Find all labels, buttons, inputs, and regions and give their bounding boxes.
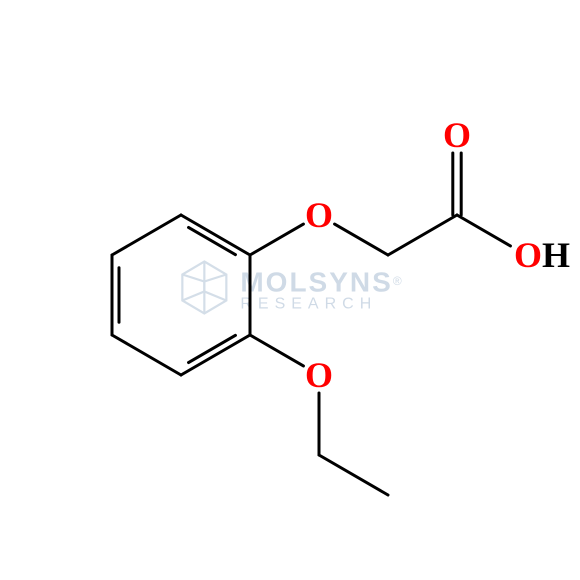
atom-label-O1: O [305,194,333,236]
atom-label-O3: OH [514,234,570,276]
atom-label-O4: O [305,354,333,396]
atom-label-O2: O [443,114,471,156]
atom-labels: O O OH O [0,0,580,580]
